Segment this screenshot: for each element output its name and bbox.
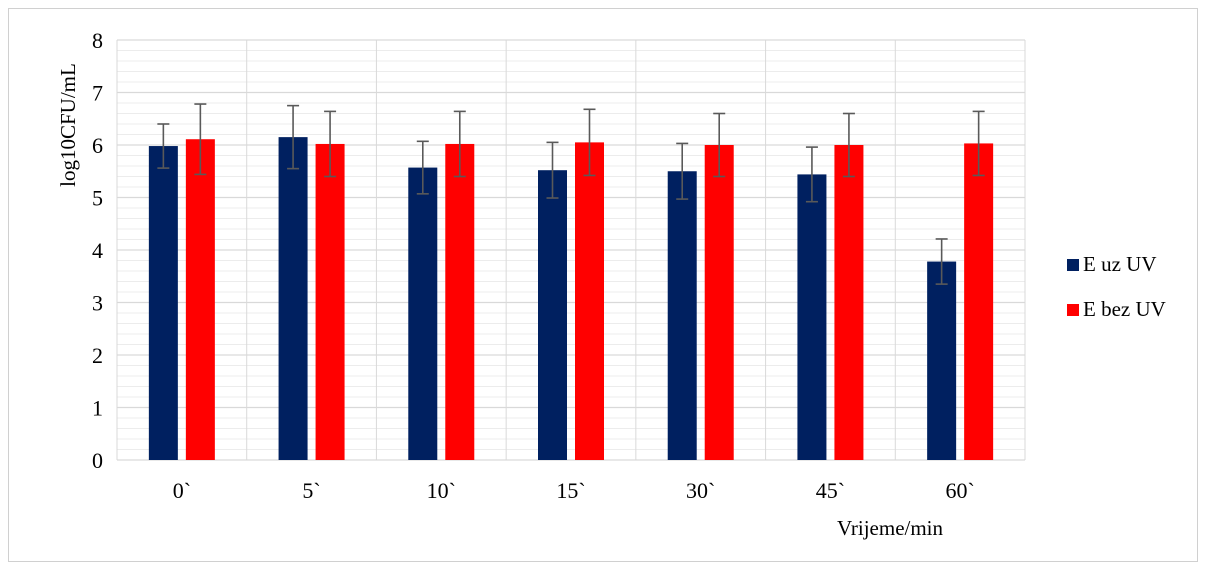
error-bars (157, 103, 985, 285)
bar (797, 174, 827, 460)
x-tick-label: 60` (945, 478, 974, 503)
bar (538, 170, 567, 460)
major-gridlines (116, 39, 1026, 461)
y-tick-label: 1 (92, 396, 103, 421)
y-tick-label: 3 (92, 291, 103, 316)
legend: E uz UV E bez UV (1067, 252, 1166, 321)
legend-label: E uz UV (1083, 252, 1156, 276)
bar (964, 143, 994, 461)
bar (148, 146, 178, 461)
y-tick-label: 4 (92, 238, 103, 263)
y-tick-label: 2 (92, 343, 103, 368)
bar (315, 143, 345, 460)
legend-swatch (1067, 304, 1079, 316)
y-tick-label: 7 (92, 81, 103, 106)
x-tick-label: 30` (686, 478, 715, 503)
legend-swatch (1067, 259, 1079, 271)
bar (408, 167, 438, 460)
x-tick-label: 10` (427, 478, 456, 503)
x-tick-labels: 0` 5` 10` 15` 30` 45` 60` (173, 478, 975, 503)
bars (148, 137, 994, 461)
bar (575, 142, 604, 460)
bar (834, 145, 864, 460)
x-tick-label: 45` (816, 478, 845, 503)
y-tick-labels: 0 1 2 3 4 5 6 7 8 (92, 28, 103, 473)
y-tick-label: 0 (92, 448, 103, 473)
y-axis-title: log10CFU/mL (56, 63, 80, 187)
legend-label: E bez UV (1083, 297, 1166, 321)
y-tick-label: 6 (92, 133, 103, 158)
bar (704, 145, 734, 460)
bar (667, 171, 697, 460)
bar (927, 261, 957, 460)
bar (445, 143, 475, 460)
x-tick-label: 15` (556, 478, 585, 503)
x-axis-title: Vrijeme/min (837, 516, 944, 540)
y-tick-label: 8 (92, 28, 103, 53)
bar (278, 137, 308, 460)
y-tick-label: 5 (92, 186, 103, 211)
x-tick-label: 5` (302, 478, 320, 503)
x-tick-label: 0` (173, 478, 191, 503)
bar (185, 139, 215, 460)
